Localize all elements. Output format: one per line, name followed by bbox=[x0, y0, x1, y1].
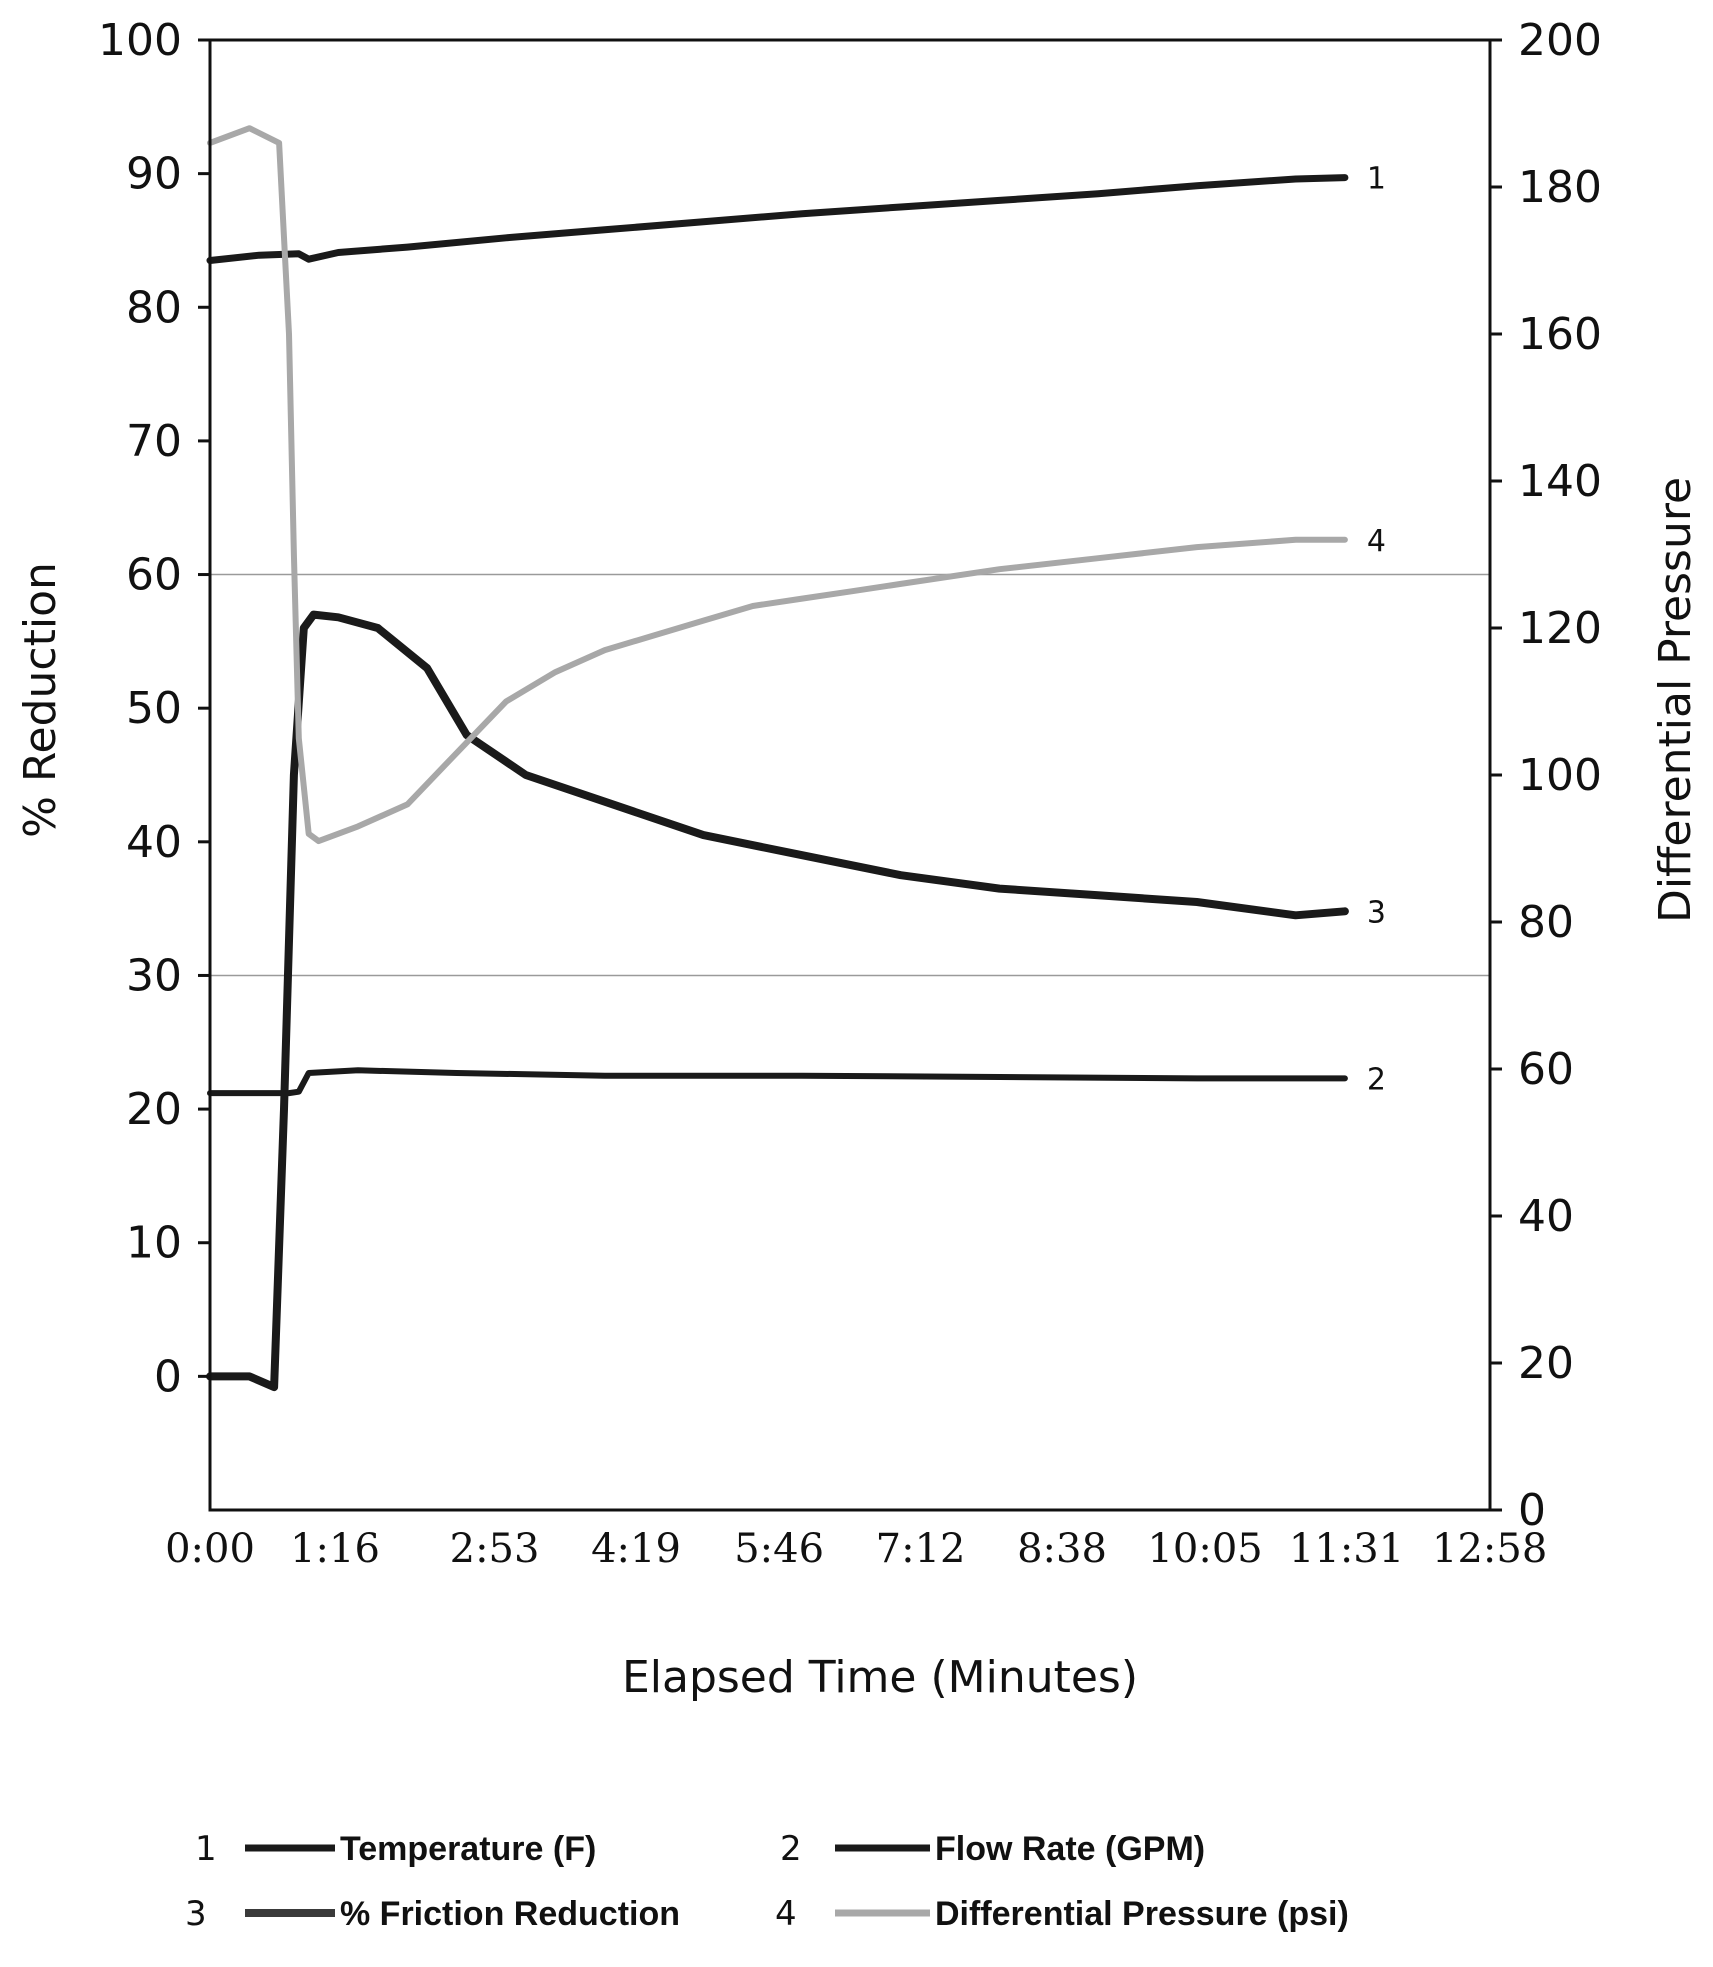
legend-item-friction-reduction: 3 % Friction Reduction bbox=[185, 1894, 680, 1934]
series-line-2 bbox=[207, 1067, 1348, 1097]
legend-label: Differential Pressure (psi) bbox=[935, 1895, 1349, 1933]
y-left-tick-label: 0 bbox=[154, 1351, 182, 1402]
plot-frame bbox=[208, 38, 1492, 1512]
legend-number: 2 bbox=[780, 1829, 802, 1869]
gridlines bbox=[210, 573, 1490, 977]
legend-number: 4 bbox=[775, 1894, 797, 1934]
y-left-tick-label: 30 bbox=[126, 950, 182, 1001]
series-lines bbox=[206, 125, 1349, 1392]
legend-number: 3 bbox=[185, 1894, 207, 1934]
y-right-tick-label: 40 bbox=[1518, 1191, 1574, 1242]
y-left-tick-label: 10 bbox=[126, 1218, 182, 1269]
series-end-label-2: 2 bbox=[1367, 1062, 1386, 1097]
y-right-tick-label: 160 bbox=[1518, 309, 1602, 360]
y-right-tick-label: 200 bbox=[1518, 15, 1602, 66]
x-tick-label: 5:46 bbox=[734, 1526, 824, 1572]
series-end-labels: 1 2 3 4 bbox=[1367, 162, 1386, 1098]
y-axis-right-title: Differential Pressure bbox=[1650, 477, 1701, 923]
series-line-1 bbox=[206, 174, 1349, 264]
y-right-tick-label: 0 bbox=[1518, 1485, 1546, 1536]
axis-ticks: 0:00 1:16 2:53 4:19 5:46 7:12 8:38 10:05 11:31 12… bbox=[98, 15, 1602, 1572]
x-tick-label: 11:31 bbox=[1289, 1526, 1404, 1572]
y-left-tick-label: 70 bbox=[126, 416, 182, 467]
series-end-label-3: 3 bbox=[1367, 895, 1386, 930]
legend-label: Temperature (F) bbox=[340, 1830, 596, 1868]
y-left-tick-label: 60 bbox=[126, 550, 182, 601]
y-left-tick-label: 100 bbox=[98, 15, 182, 66]
x-tick-label: 0:00 bbox=[165, 1526, 255, 1572]
legend-label: Flow Rate (GPM) bbox=[935, 1830, 1205, 1868]
legend-item-temperature: 1 Temperature (F) bbox=[195, 1829, 596, 1869]
x-tick-label: 8:38 bbox=[1017, 1526, 1107, 1572]
y-right-tick-label: 80 bbox=[1518, 897, 1574, 948]
x-axis-title: Elapsed Time (Minutes) bbox=[622, 1652, 1138, 1703]
series-end-label-1: 1 bbox=[1367, 162, 1386, 197]
y-right-tick-label: 140 bbox=[1518, 456, 1602, 507]
series-line-3 bbox=[206, 610, 1349, 1392]
legend-label: % Friction Reduction bbox=[340, 1895, 680, 1933]
x-tick-label: 2:53 bbox=[450, 1526, 540, 1572]
legend-number: 1 bbox=[195, 1829, 217, 1869]
x-tick-label: 10:05 bbox=[1147, 1526, 1262, 1572]
y-right-tick-label: 60 bbox=[1518, 1044, 1574, 1095]
series-end-label-4: 4 bbox=[1367, 524, 1386, 559]
x-tick-label: 1:16 bbox=[290, 1526, 380, 1572]
legend-item-flow-rate: 2 Flow Rate (GPM) bbox=[780, 1829, 1205, 1869]
x-tick-label: 7:12 bbox=[876, 1526, 966, 1572]
y-left-tick-label: 50 bbox=[126, 683, 182, 734]
y-right-tick-label: 100 bbox=[1518, 750, 1602, 801]
y-right-tick-label: 20 bbox=[1518, 1338, 1574, 1389]
y-right-tick-label: 120 bbox=[1518, 603, 1602, 654]
x-tick-label: 12:58 bbox=[1432, 1526, 1547, 1572]
x-tick-label: 4:19 bbox=[591, 1526, 681, 1572]
y-left-tick-label: 20 bbox=[126, 1084, 182, 1135]
series-line-4 bbox=[207, 125, 1348, 845]
y-left-tick-label: 40 bbox=[126, 817, 182, 868]
y-left-tick-label: 80 bbox=[126, 282, 182, 333]
y-axis-left-title: % Reduction bbox=[15, 562, 66, 838]
legend: 1 Temperature (F) 2 Flow Rate (GPM) 3 % … bbox=[185, 1829, 1349, 1934]
legend-item-differential-pressure: 4 Differential Pressure (psi) bbox=[775, 1894, 1349, 1934]
y-right-tick-label: 180 bbox=[1518, 162, 1602, 213]
y-left-tick-label: 90 bbox=[126, 149, 182, 200]
